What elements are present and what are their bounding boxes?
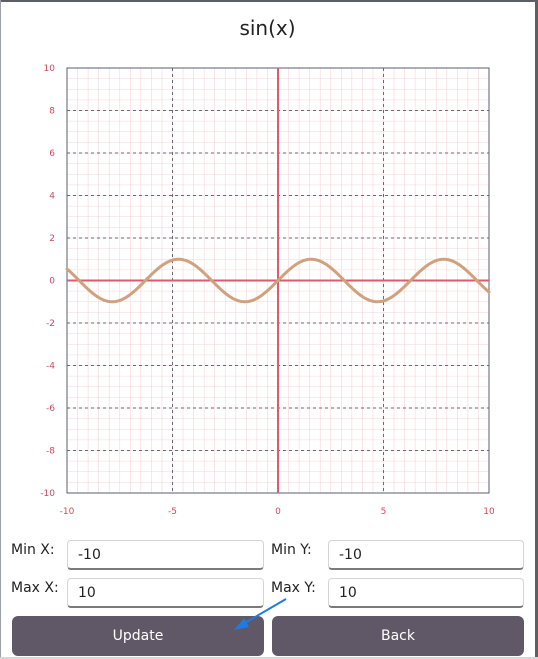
y-tick-label: -6 xyxy=(46,404,55,414)
max-x-label: Max X: xyxy=(11,580,59,596)
update-button[interactable]: Update xyxy=(12,616,264,656)
max-y-label: Max Y: xyxy=(271,580,316,596)
x-tick-label: 10 xyxy=(483,507,495,517)
min-x-label: Min X: xyxy=(11,542,55,558)
y-tick-label: 6 xyxy=(49,149,55,159)
y-tick-label: 8 xyxy=(49,107,55,117)
chart-title: sin(x) xyxy=(239,16,296,40)
window-top-border xyxy=(0,0,538,2)
y-tick-label: -2 xyxy=(46,319,55,329)
min-x-input[interactable] xyxy=(67,540,264,570)
window-right-border xyxy=(535,0,538,659)
max-y-input[interactable] xyxy=(328,578,524,608)
min-y-input[interactable] xyxy=(328,540,524,570)
x-tick-label: -10 xyxy=(60,507,75,517)
y-tick-label: -10 xyxy=(40,489,55,499)
x-tick-label: 5 xyxy=(381,507,387,517)
y-tick-label: -4 xyxy=(46,362,55,372)
window-bottom-border xyxy=(0,657,538,659)
sin-series-line xyxy=(65,257,491,304)
y-tick-label: 4 xyxy=(49,192,55,202)
max-x-input[interactable] xyxy=(67,578,264,608)
y-tick-label: 2 xyxy=(49,234,55,244)
x-tick-label: 0 xyxy=(275,507,281,517)
y-tick-label: 10 xyxy=(44,64,56,74)
y-tick-label: 0 xyxy=(49,277,55,287)
min-y-label: Min Y: xyxy=(271,542,312,558)
y-tick-label: -8 xyxy=(46,447,55,457)
sin-chart: 10 8 6 4 2 0 -2 -4 -6 -8 -10 -10 -5 0 5 10 xyxy=(40,64,495,517)
back-button[interactable]: Back xyxy=(272,616,524,656)
window-left-border xyxy=(0,0,1,659)
x-tick-label: -5 xyxy=(168,507,177,517)
